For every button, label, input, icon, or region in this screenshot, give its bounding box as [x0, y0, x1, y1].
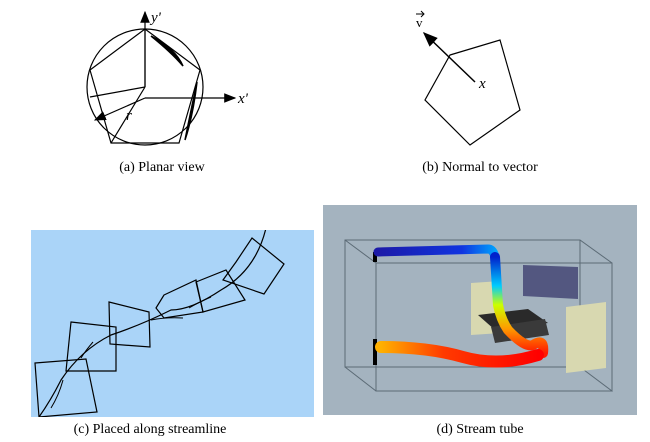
outlet-marker — [373, 339, 377, 365]
normal-to-vector-diagram: x v — [416, 10, 521, 146]
stream-tube-middle — [490, 252, 549, 358]
stream-tube-bottom — [375, 341, 544, 368]
pentagon-b — [424, 39, 521, 146]
polygon-3 — [108, 301, 151, 348]
back-panel — [523, 265, 578, 299]
blade-upper — [150, 35, 184, 67]
spoke-left — [89, 86, 146, 98]
polygon-6 — [222, 237, 285, 295]
radius-arrow — [93, 97, 146, 121]
caption-d: (d) Stream tube — [436, 422, 524, 437]
y-axis-label: y' — [149, 10, 162, 26]
streamline-background — [31, 230, 314, 417]
planar-view-diagram: y' x' r — [86, 10, 249, 146]
caption-a: (a) Planar view — [119, 160, 205, 175]
stream-tube-diagram — [323, 205, 637, 415]
panel-a-planar-view: y' x' r — [75, 0, 275, 150]
x-axis-label: x' — [237, 91, 249, 107]
vector-label: v — [416, 15, 423, 30]
streamline-curve-4 — [188, 296, 212, 309]
point-label: x — [478, 76, 486, 92]
caption-b: (b) Normal to vector — [422, 160, 538, 175]
streamline-diagram — [31, 230, 314, 417]
spoke-bottom-left — [110, 86, 146, 144]
vector-accent-arrow — [416, 10, 425, 18]
caption-c: (c) Placed along streamline — [73, 422, 227, 437]
box-large — [566, 302, 606, 373]
streamline-curve-1 — [50, 379, 64, 409]
pentagon — [89, 28, 201, 144]
blade-right — [184, 81, 198, 141]
panel-b-normal-to-vector: x v — [400, 0, 560, 150]
streamline-curve-3 — [150, 317, 184, 321]
polygon-4 — [155, 279, 204, 319]
radius-label: r — [126, 108, 132, 124]
panel-d-stream-tube — [323, 205, 637, 415]
inlet-marker — [373, 252, 377, 262]
streamline — [38, 230, 267, 417]
polygon-1 — [34, 358, 98, 417]
polygon-2 — [65, 321, 117, 372]
streamline-curve-2 — [80, 341, 94, 359]
panel-c-streamline — [31, 230, 314, 417]
vector-arrow — [422, 31, 476, 83]
